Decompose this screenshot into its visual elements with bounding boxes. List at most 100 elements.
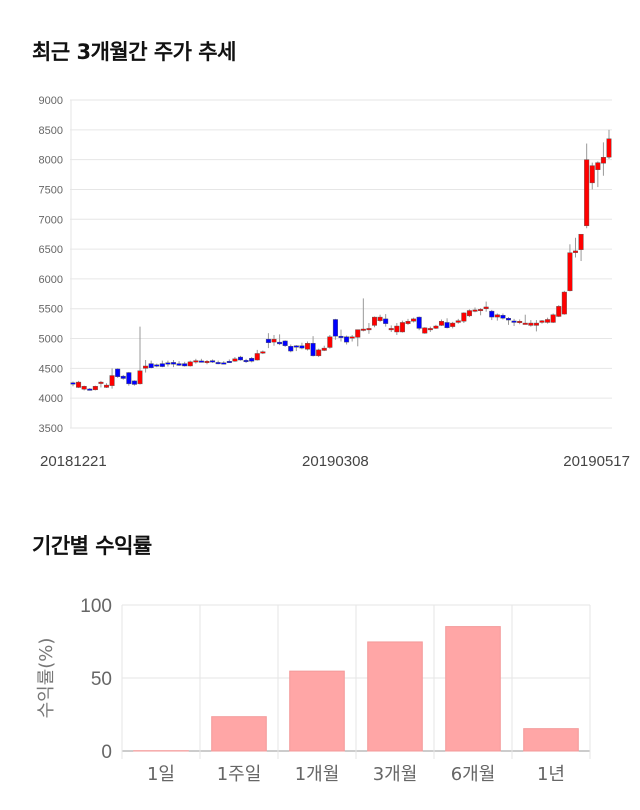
candle-body <box>539 320 545 323</box>
y-axis-label: 수익률(%) <box>36 638 57 719</box>
candle-body <box>433 325 439 329</box>
y-tick-label: 9000 <box>39 95 63 107</box>
candle <box>489 309 495 321</box>
candle-body <box>511 320 517 323</box>
candle-body <box>394 325 400 333</box>
candle-body <box>517 321 523 323</box>
candle <box>383 314 389 327</box>
y-tick-label: 4500 <box>39 363 63 375</box>
candle <box>589 162 595 190</box>
candle-body <box>494 314 500 318</box>
candle <box>310 336 316 357</box>
candle-body <box>232 358 238 362</box>
candle-body <box>103 384 109 388</box>
candle <box>511 318 517 327</box>
return-bar <box>289 670 345 752</box>
candle-body <box>143 365 149 369</box>
return-bar <box>367 641 423 752</box>
candle-body <box>600 157 606 164</box>
candle <box>81 385 87 391</box>
candle-body <box>327 336 333 348</box>
candle-body <box>489 310 495 318</box>
x-category-label: 1개월 <box>295 764 340 785</box>
candle <box>131 380 137 386</box>
x-category-label: 1주일 <box>217 764 262 785</box>
y-tick-label: 50 <box>91 669 112 690</box>
candle <box>109 368 115 389</box>
candle-body <box>70 382 76 385</box>
candle-body <box>427 328 433 331</box>
candle <box>232 357 238 362</box>
candle <box>115 368 121 378</box>
candle <box>103 383 109 389</box>
candle <box>148 360 154 369</box>
candle-body <box>567 252 573 292</box>
candle <box>584 143 590 229</box>
return-bar <box>523 728 579 752</box>
candle-body <box>450 322 456 327</box>
candle-body <box>455 320 461 323</box>
candle-body <box>399 322 405 333</box>
candle-body <box>338 335 344 338</box>
candle-body <box>187 361 193 367</box>
candle-body <box>221 362 227 365</box>
candle <box>338 329 344 342</box>
candle-body <box>321 347 327 351</box>
x-date-label: 20181221 <box>40 453 107 470</box>
candle-body <box>500 315 506 319</box>
candle <box>182 361 188 367</box>
candle-body <box>372 316 378 326</box>
candle <box>198 358 204 363</box>
candle <box>120 374 126 380</box>
candle <box>176 361 182 366</box>
candle <box>137 326 143 385</box>
candle <box>366 323 372 334</box>
candle <box>237 355 243 361</box>
candle <box>578 233 584 262</box>
candle <box>556 305 562 318</box>
candle <box>433 324 439 330</box>
candle <box>472 307 478 313</box>
candle-body <box>405 321 411 324</box>
candle-body <box>204 361 210 363</box>
candle <box>293 345 299 352</box>
candle <box>271 334 277 346</box>
candle-body <box>305 343 311 350</box>
candle-body <box>182 363 188 367</box>
candle <box>533 320 539 332</box>
candle-body <box>254 353 260 361</box>
y-tick-label: 6000 <box>39 274 63 286</box>
candle-body <box>215 362 221 365</box>
candle-body <box>198 360 204 363</box>
price-trend-title: 최근 3개월간 주가 추세 <box>32 40 236 64</box>
return-bar <box>445 626 501 752</box>
candle <box>288 344 294 353</box>
candle-body <box>210 360 216 363</box>
candle <box>372 316 378 328</box>
candle <box>327 334 333 349</box>
candle-body <box>260 351 266 354</box>
candle-body <box>87 388 93 391</box>
y-tick-label: 8500 <box>39 125 63 137</box>
candle-body <box>277 341 283 345</box>
candle <box>254 349 260 361</box>
candle-body <box>226 361 232 363</box>
candle-body <box>472 309 478 312</box>
candle-body <box>282 340 288 346</box>
candle <box>215 360 221 365</box>
candle-body <box>506 318 512 321</box>
candle <box>506 317 512 325</box>
candle <box>466 309 472 318</box>
candle <box>210 359 216 363</box>
candle <box>332 318 338 340</box>
candle <box>165 360 171 367</box>
candle <box>394 323 400 335</box>
candle <box>522 314 528 325</box>
y-tick-label: 8000 <box>39 155 63 167</box>
candle <box>299 342 305 350</box>
x-category-label: 3개월 <box>373 764 418 785</box>
candle <box>349 334 355 342</box>
candle-body <box>466 310 472 317</box>
candle <box>277 334 283 346</box>
